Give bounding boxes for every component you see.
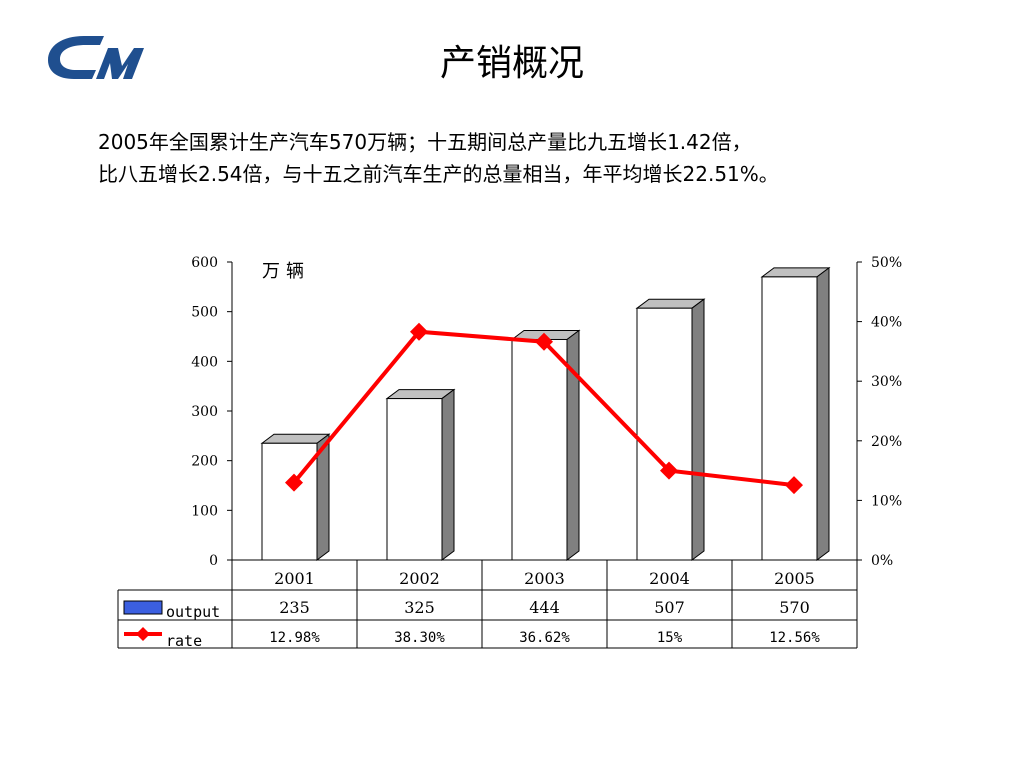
left-tick-label: 500 xyxy=(191,305,218,321)
data-table: 2001 235 12.98% 2002 325 38.30% 2003 444 36.62% 2… xyxy=(117,560,858,650)
output-value-label: 325 xyxy=(404,598,435,617)
output-bar-front xyxy=(636,307,693,561)
rate-value-label: 38.30% xyxy=(394,630,445,646)
output-bar-side xyxy=(816,266,830,561)
output-bar xyxy=(760,266,831,561)
output-value-label: 507 xyxy=(654,598,685,617)
output-bar-front xyxy=(261,442,318,561)
rate-value-label: 36.62% xyxy=(519,630,570,646)
output-legend-label: output xyxy=(166,603,220,621)
left-tick-label: 300 xyxy=(191,404,218,420)
category-label: 2005 xyxy=(774,569,815,588)
summary-line: 比八五增长2.54倍，与十五之前汽车生产的总量相当，年平均增长22.51%。 xyxy=(98,162,779,186)
right-tick-label: 50% xyxy=(871,255,902,271)
category-label: 2001 xyxy=(274,569,315,588)
summary-paragraph: 2005年全国累计生产汽车570万辆；十五期间总产量比九五增长1.42倍， 比八… xyxy=(98,126,978,190)
output-bar-side xyxy=(691,298,705,561)
output-bar xyxy=(385,388,456,561)
output-bar-front xyxy=(386,398,443,561)
left-tick-label: 0 xyxy=(209,553,218,569)
output-value-label: 235 xyxy=(279,598,310,617)
right-tick-label: 10% xyxy=(871,493,902,509)
rate-line-layer xyxy=(285,322,803,495)
left-tick-label: 100 xyxy=(191,503,218,519)
rate-legend-label: rate xyxy=(166,632,202,650)
left-tick-label: 400 xyxy=(191,354,218,370)
left-tick-label: 600 xyxy=(191,255,218,271)
output-value-label: 570 xyxy=(779,598,810,617)
unit-label: 万辆 xyxy=(262,261,310,282)
rate-value-label: 12.98% xyxy=(269,630,320,646)
output-bar-front xyxy=(761,276,818,561)
output-bar xyxy=(635,298,706,561)
rate-point xyxy=(285,473,303,492)
category-label: 2002 xyxy=(399,569,440,588)
left-tick-label: 200 xyxy=(191,454,218,470)
cam-logo xyxy=(48,36,144,79)
category-label: 2004 xyxy=(649,569,690,588)
rate-value-label: 15% xyxy=(657,630,683,646)
page-title: 产销概况 xyxy=(439,43,584,84)
rate-point xyxy=(535,332,553,351)
rate-value-label: 12.56% xyxy=(769,630,820,646)
output-legend-swatch xyxy=(123,600,163,615)
rate-point xyxy=(410,322,428,341)
right-tick-label: 40% xyxy=(871,315,902,331)
output-bar-front xyxy=(511,338,568,561)
summary-line: 2005年全国累计生产汽车570万辆；十五期间总产量比九五增长1.42倍， xyxy=(98,130,752,154)
right-tick-label: 30% xyxy=(871,374,902,390)
rate-legend-marker xyxy=(136,627,150,641)
output-bar-side xyxy=(441,388,455,561)
right-tick-label: 20% xyxy=(871,434,902,450)
output-bars xyxy=(260,266,831,561)
rate-point xyxy=(660,461,678,480)
category-label: 2003 xyxy=(524,569,565,588)
output-bar xyxy=(510,329,581,561)
right-tick-label: 0% xyxy=(871,553,893,569)
output-value-label: 444 xyxy=(529,598,560,617)
rate-point xyxy=(785,476,803,495)
output-bar xyxy=(260,433,331,561)
